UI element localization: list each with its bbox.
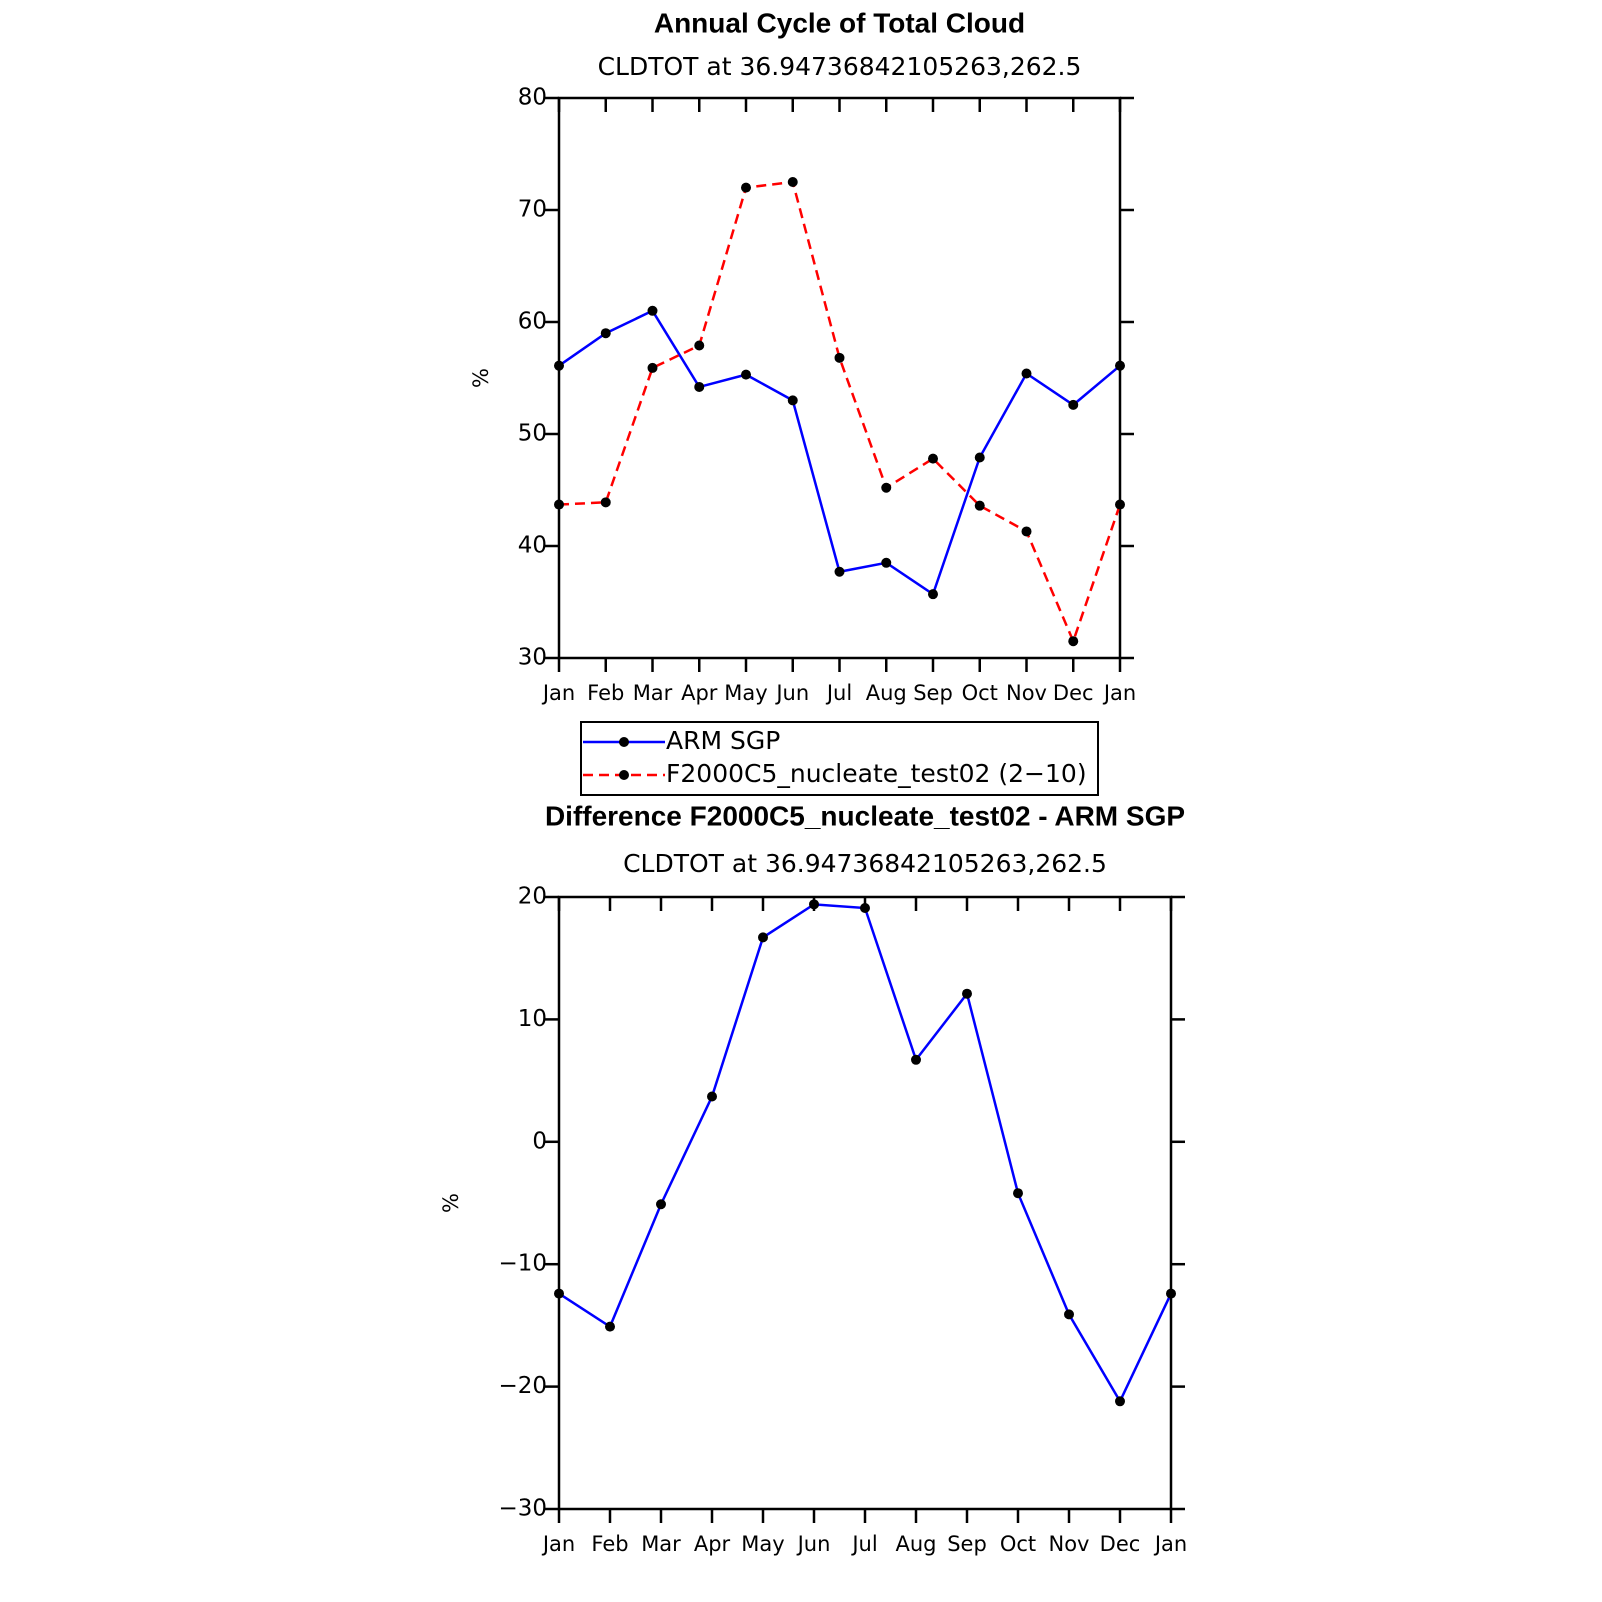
x-tick-label: Jan [1102,681,1136,705]
x-tick-label: Sep [947,1532,987,1556]
data-point [554,1288,564,1299]
legend-box [580,721,1099,796]
data-point [1013,1188,1023,1199]
y-tick-label: 80 [518,85,547,111]
data-point [600,328,611,339]
data-point [694,340,705,351]
data-point [605,1321,615,1332]
x-tick-label: Dec [1053,681,1094,705]
chart-title: Difference F2000C5_nucleate_test02 - ARM… [545,800,1185,831]
data-point [656,1199,666,1210]
data-point [707,1091,717,1102]
data-point [1021,368,1032,379]
x-tick-label: Jun [774,681,809,705]
chart-title: Annual Cycle of Total Cloud [654,7,1025,38]
data-point [1166,1288,1176,1299]
data-point [647,305,658,316]
data-point [911,1054,921,1065]
x-tick-label: Jan [541,681,575,705]
data-point [881,482,892,493]
x-tick-label: Dec [1100,1532,1141,1556]
x-tick-label: Sep [913,681,953,705]
data-point [928,453,938,464]
y-tick-label: 0 [532,1128,547,1154]
x-tick-label: Aug [895,1532,936,1556]
y-tick-label: −20 [498,1373,547,1399]
plot-frame [557,895,1173,1511]
x-tick-label: Mar [641,1532,681,1556]
data-point [860,903,870,914]
data-point [974,500,985,511]
data-point [1115,499,1125,510]
x-tick-label: Oct [1000,1532,1036,1556]
y-tick-label: 10 [518,1006,547,1032]
data-point [600,497,611,508]
legend-label: ARM SGP [666,726,780,755]
data-point [1021,526,1032,537]
x-tick-label: Oct [962,681,998,705]
y-axis-label: % [469,368,493,388]
x-tick-label: Apr [681,681,718,705]
y-tick-label: 50 [518,421,547,447]
x-tick-label: Feb [587,681,624,705]
x-tick-label: May [741,1532,784,1556]
x-tick-label: Jan [541,1532,575,1556]
x-tick-label: Jun [796,1532,831,1556]
data-point [554,499,564,510]
y-tick-label: 30 [518,645,547,671]
data-point [962,988,972,999]
data-point [928,589,938,600]
y-tick-label: 20 [518,884,547,910]
data-point [787,395,798,406]
data-point [1068,636,1079,647]
x-tick-label: Nov [1049,1532,1090,1556]
legend-marker [619,770,629,780]
data-point [834,352,845,363]
y-axis-label: % [439,1193,463,1213]
x-tick-label: Apr [694,1532,731,1556]
x-tick-label: Aug [866,681,907,705]
x-tick-label: Mar [633,681,673,705]
data-point [974,452,985,463]
chart-subtitle: CLDTOT at 36.94736842105263,262.5 [598,52,1082,81]
data-point [758,932,768,943]
x-tick-label: Nov [1006,681,1047,705]
data-point [881,557,892,568]
y-tick-label: 40 [518,533,547,559]
y-tick-label: −10 [498,1251,547,1277]
legend-label: F2000C5_nucleate_test02 (2−10) [666,759,1087,788]
data-point [741,182,751,193]
data-point [1064,1309,1074,1320]
legend-marker [619,737,629,747]
chart-subtitle: CLDTOT at 36.94736842105263,262.5 [623,849,1107,878]
data-point [1115,360,1125,371]
x-tick-label: Feb [591,1532,628,1556]
data-point [787,177,798,187]
x-tick-label: Jul [825,681,852,705]
data-point [834,566,845,577]
data-point [694,381,705,392]
data-point [1115,1396,1125,1407]
data-point [554,360,564,371]
y-tick-label: 70 [518,197,547,223]
x-tick-label: Jul [850,1532,877,1556]
data-point [1068,399,1079,410]
series-line [558,903,1173,1404]
y-tick-label: −30 [498,1496,547,1522]
data-point [809,899,819,910]
x-tick-label: May [724,681,767,705]
data-point [741,369,751,380]
x-tick-label: Jan [1153,1532,1187,1556]
data-point [647,362,658,373]
y-tick-label: 60 [518,309,547,335]
